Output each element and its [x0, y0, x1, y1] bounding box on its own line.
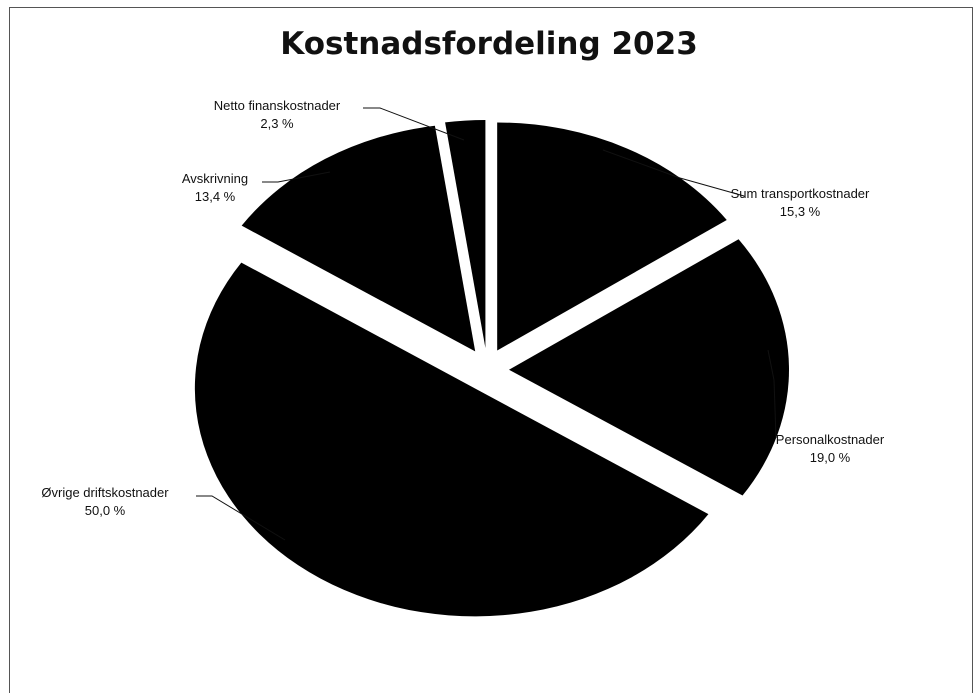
leader-line-2	[767, 349, 777, 439]
slice-label-name-2: Personalkostnader	[776, 432, 885, 447]
slice-labels: Sum transportkostnader 15,3 % Personalkost…	[41, 98, 884, 518]
slice-label-value-4: 13,4 %	[195, 189, 236, 204]
leader-line-3	[196, 495, 286, 541]
pie-slice-1	[497, 122, 727, 351]
slice-label-name-3: Øvrige driftskostnader	[41, 485, 169, 500]
leader-line-5	[363, 107, 465, 141]
pie-slice-5	[445, 120, 486, 349]
slice-label-value-3: 50,0 %	[85, 503, 126, 518]
leader-line-4	[262, 171, 331, 183]
slice-label-name-1: Sum transportkostnader	[731, 186, 870, 201]
slice-label-value-5: 2,3 %	[260, 116, 294, 131]
pie-slice-2	[508, 239, 789, 496]
pie-slice-3	[194, 262, 709, 617]
slice-label-value-2: 19,0 %	[810, 450, 851, 465]
slice-label-name-4: Avskrivning	[182, 171, 248, 186]
leader-lines	[196, 107, 777, 541]
leader-line-1	[602, 149, 745, 197]
pie-slice-4	[241, 125, 476, 352]
chart-title: Kostnadsfordeling 2023	[280, 26, 698, 62]
slice-label-value-1: 15,3 %	[780, 204, 821, 219]
slice-label-name-5: Netto finanskostnader	[214, 98, 341, 113]
pie-slices	[194, 120, 789, 617]
